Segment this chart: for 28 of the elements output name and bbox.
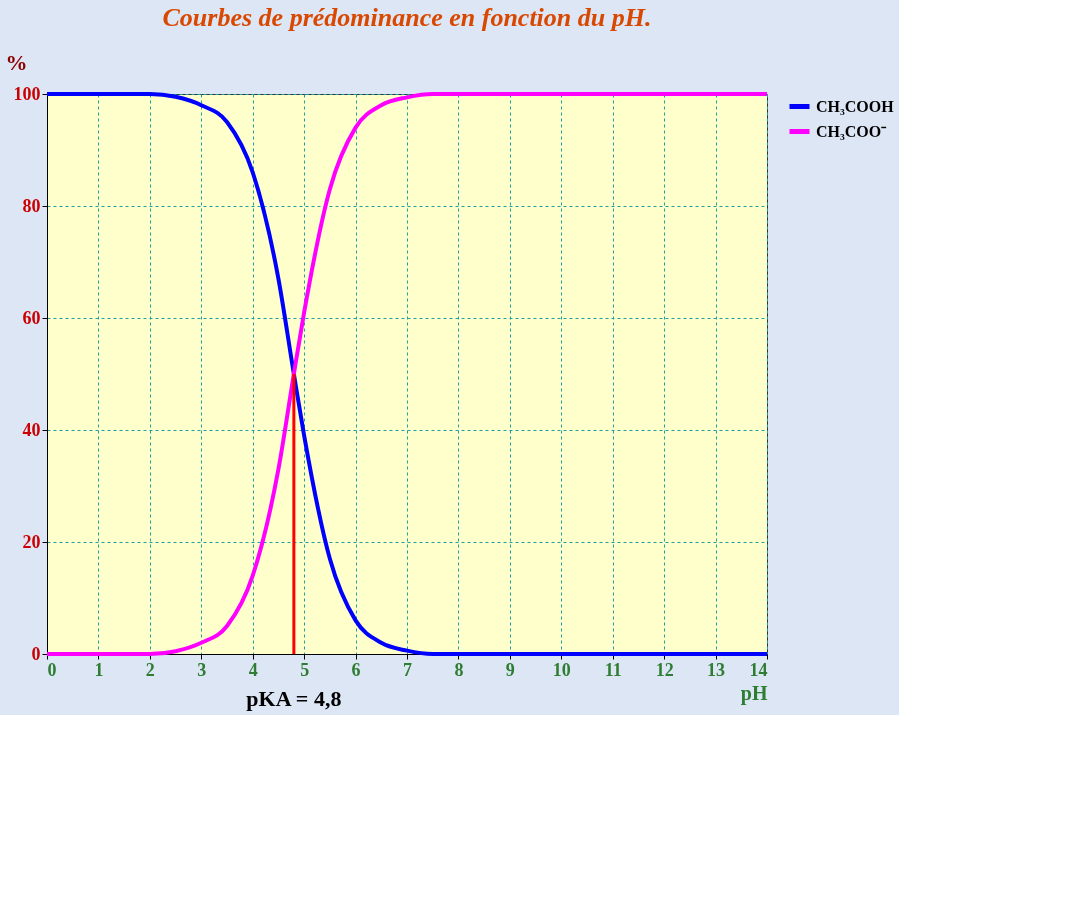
x-tick-label: 13 [707, 659, 726, 680]
x-tick-label: 5 [300, 659, 310, 680]
y-tick-label: 0 [31, 643, 41, 664]
x-tick-label: 1 [94, 659, 104, 680]
line-series [45, 92, 769, 656]
x-tick-label: 10 [552, 659, 571, 680]
y-tick-label: 40 [22, 419, 41, 440]
y-tick-label: 20 [22, 531, 41, 552]
x-tick-label: 0 [47, 659, 57, 680]
x-tick-label: 2 [145, 659, 155, 680]
y-tick-label: 100 [13, 83, 41, 104]
x-tick-label: 6 [351, 659, 361, 680]
chart-title: Courbes de prédominance en fonction du pH. [162, 3, 652, 32]
x-axis-title: pH [740, 681, 768, 705]
ref-line-label: pKA = 4,8 [246, 686, 342, 711]
x-tick-label: 8 [454, 659, 464, 680]
x-tick-label: 7 [403, 659, 412, 680]
x-tick-label: 4 [248, 659, 258, 680]
y-tick-label: 80 [22, 195, 41, 216]
y-tick-label: 60 [22, 307, 41, 328]
x-tick-label: 3 [197, 659, 207, 680]
y-axis-title: % [5, 49, 28, 75]
x-tick-label: 9 [505, 659, 515, 680]
x-tick-label: 11 [604, 659, 622, 680]
legend-label: CH₃COO⁻ [816, 122, 888, 140]
x-tick-label: 14 [749, 659, 768, 680]
x-tick-label: 12 [655, 659, 674, 680]
legend-label: CH₃COOH [816, 97, 895, 115]
